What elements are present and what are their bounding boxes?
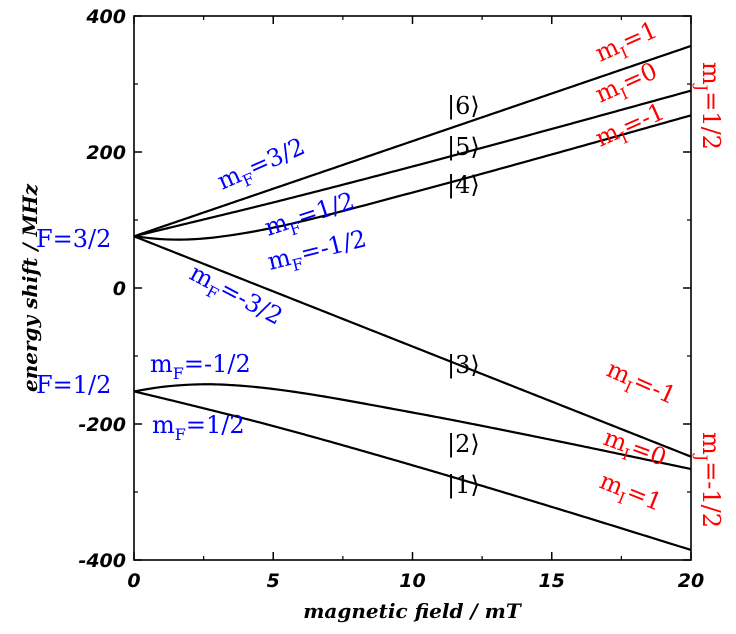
annotation-subscript: F: [175, 425, 186, 444]
annotation-subscript: J: [692, 453, 711, 461]
energy-curve-6: [133, 44, 692, 238]
x-axis-title: magnetic field / mT: [303, 599, 523, 623]
y-tick-label: -200: [78, 414, 126, 436]
annotation-tail: =-1/2: [184, 350, 251, 378]
annotation-main: F=1/2: [36, 371, 111, 399]
annotation-tail: =-1: [629, 367, 680, 410]
x-tick-label: 15: [539, 570, 565, 592]
annotation-tail: =1/2: [293, 186, 358, 231]
y-axis-title: energy shift / MHz: [18, 183, 42, 392]
annotation-main: |2⟩: [447, 430, 480, 459]
annotation-tail: =1: [623, 478, 666, 517]
annotation-state-1: |1⟩: [447, 471, 480, 500]
y-tick-label: 0: [113, 278, 126, 300]
x-tick-label: 10: [399, 570, 425, 592]
annotation-main: m: [261, 208, 292, 242]
annotation-main: F=3/2: [36, 225, 111, 253]
annotation-main: |5⟩: [447, 133, 480, 162]
annotation-main: |6⟩: [447, 92, 480, 121]
annotation-tail: =-1/2: [298, 224, 370, 267]
energy-curve-5: [133, 89, 692, 238]
energy-curve-4: [133, 114, 692, 241]
axis-ticks: [133, 15, 692, 561]
tick-labels: 0 5 10 15 20 400 200 0 -200 -400: [78, 6, 704, 592]
annotation-main: m: [265, 243, 294, 276]
annotation-state-4: |4⟩: [447, 171, 480, 200]
annotation-mF-1-2-lower: mF=1/2: [152, 411, 245, 444]
x-tick-label: 0: [127, 570, 140, 592]
annotation-main: m: [150, 350, 173, 378]
energy-curve-1: [133, 390, 692, 551]
annotations: |6⟩|5⟩|4⟩|3⟩|2⟩|1⟩F=3/2F=1/2mF=3/2mF=1/2…: [36, 16, 725, 528]
annotation-main: m: [697, 432, 725, 455]
annotation-mJ-1-2: mJ=1/2: [692, 62, 725, 150]
annotation-main: |3⟩: [447, 351, 480, 380]
energy-curve-2: [133, 383, 692, 471]
annotation-state-3: |3⟩: [447, 351, 480, 380]
annotation-tail: =0: [627, 433, 670, 471]
annotation-mF-3-2-upper: mF=3/2: [213, 132, 311, 200]
annotation-mF-neg-1-2-lower: mF=-1/2: [150, 350, 251, 383]
x-tick-label: 5: [267, 570, 280, 592]
annotation-tail: =3/2: [244, 132, 309, 181]
annotation-mI-1-lower: mI=1: [594, 467, 666, 522]
annotation-tail: =-1: [618, 97, 669, 140]
annotation-F-3-2: F=3/2: [36, 225, 111, 253]
annotation-F-1-2: F=1/2: [36, 371, 111, 399]
annotation-subscript: F: [173, 364, 184, 383]
y-tick-label: 200: [86, 142, 126, 164]
annotation-state-2: |2⟩: [447, 430, 480, 459]
energy-curves: [133, 44, 692, 551]
annotation-main: |1⟩: [447, 471, 480, 500]
annotation-main: |4⟩: [447, 171, 480, 200]
annotation-tail: =1/2: [186, 411, 245, 439]
annotation-state-6: |6⟩: [447, 92, 480, 121]
annotation-mI-neg-1-lower: mI=-1: [601, 355, 681, 415]
y-tick-label: -400: [78, 550, 126, 572]
annotation-tail: =-1/2: [697, 461, 725, 528]
annotation-subscript: F: [290, 254, 305, 275]
annotation-tail: =1/2: [697, 91, 725, 150]
annotation-subscript: J: [692, 83, 711, 91]
y-tick-label: 400: [85, 6, 126, 28]
energy-curve-3: [133, 235, 692, 458]
x-tick-label: 20: [678, 570, 704, 592]
annotation-state-5: |5⟩: [447, 133, 480, 162]
annotation-main: m: [152, 411, 175, 439]
annotation-mJ-neg-1-2: mJ=-1/2: [692, 432, 725, 528]
annotation-main: m: [697, 62, 725, 85]
